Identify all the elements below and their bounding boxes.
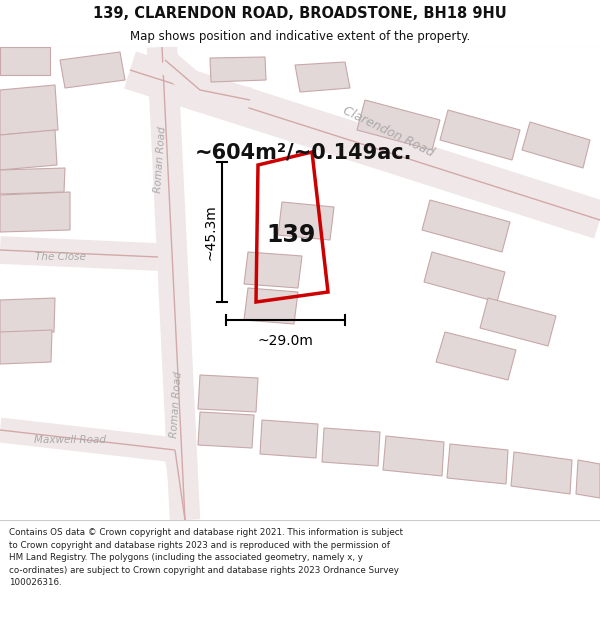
Text: 139, CLARENDON ROAD, BROADSTONE, BH18 9HU: 139, CLARENDON ROAD, BROADSTONE, BH18 9H… xyxy=(93,6,507,21)
Text: Roman Road: Roman Road xyxy=(169,371,184,439)
Text: ~45.3m: ~45.3m xyxy=(203,204,217,260)
Polygon shape xyxy=(0,130,57,170)
Polygon shape xyxy=(424,252,505,302)
Polygon shape xyxy=(60,52,125,88)
Text: Map shows position and indicative extent of the property.: Map shows position and indicative extent… xyxy=(130,30,470,43)
Polygon shape xyxy=(422,200,510,252)
Polygon shape xyxy=(440,110,520,160)
Text: Clarendon Road: Clarendon Road xyxy=(340,104,436,160)
Polygon shape xyxy=(198,375,258,412)
Polygon shape xyxy=(522,122,590,168)
Polygon shape xyxy=(576,460,600,498)
Polygon shape xyxy=(511,452,572,494)
Polygon shape xyxy=(244,252,302,288)
Polygon shape xyxy=(436,332,516,380)
Polygon shape xyxy=(322,428,380,466)
Polygon shape xyxy=(295,62,350,92)
Polygon shape xyxy=(278,202,334,240)
Polygon shape xyxy=(0,298,55,334)
Text: ~604m²/~0.149ac.: ~604m²/~0.149ac. xyxy=(195,142,413,162)
Polygon shape xyxy=(210,57,266,82)
Text: ~29.0m: ~29.0m xyxy=(257,334,313,348)
Polygon shape xyxy=(0,47,50,75)
Polygon shape xyxy=(0,168,65,194)
Polygon shape xyxy=(198,412,254,448)
Text: Maxwell Road: Maxwell Road xyxy=(34,435,106,445)
Text: The Close: The Close xyxy=(35,252,85,262)
Polygon shape xyxy=(0,85,58,135)
Polygon shape xyxy=(480,298,556,346)
Text: Roman Road: Roman Road xyxy=(152,126,167,194)
Polygon shape xyxy=(244,288,298,324)
Polygon shape xyxy=(0,192,70,232)
Polygon shape xyxy=(383,436,444,476)
Polygon shape xyxy=(447,444,508,484)
Polygon shape xyxy=(260,420,318,458)
Polygon shape xyxy=(357,100,440,150)
Text: 139: 139 xyxy=(266,223,316,247)
Polygon shape xyxy=(0,330,52,364)
Text: Contains OS data © Crown copyright and database right 2021. This information is : Contains OS data © Crown copyright and d… xyxy=(9,528,403,588)
